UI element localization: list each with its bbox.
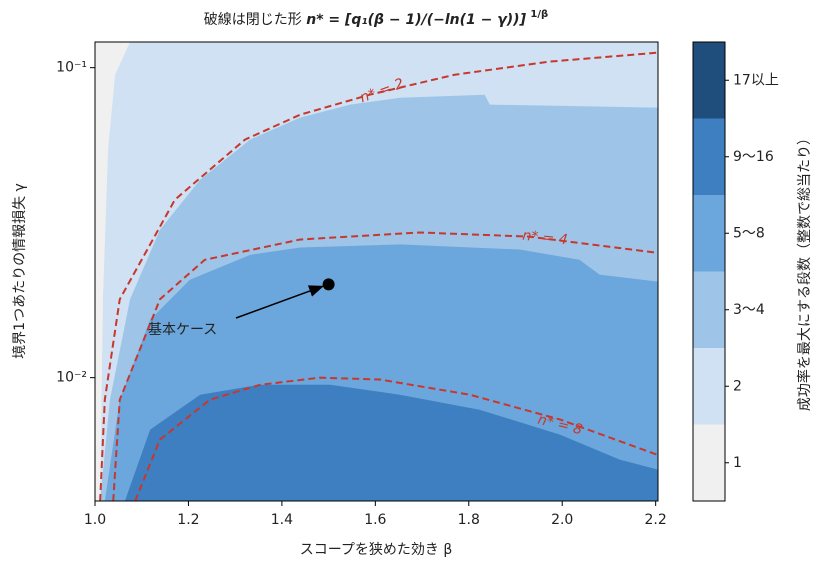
colorbar-segment xyxy=(693,195,725,272)
annotation-text: 基本ケース xyxy=(148,321,217,338)
y-tick-label: 10⁻¹ xyxy=(56,60,87,76)
colorbar-tick-label: 5〜8 xyxy=(733,225,765,241)
colorbar-label: 成功率を最大にする段数（整数で総当たり） xyxy=(796,131,813,411)
class-region xyxy=(124,384,658,501)
colorbar-tick-label: 2 xyxy=(733,378,742,394)
colorbar-segment xyxy=(693,424,725,501)
contour-line xyxy=(112,231,657,501)
colorbar-tick-label: 1 xyxy=(733,455,742,471)
y-axis-label: 境界1つあたりの情報損失 γ xyxy=(12,183,28,359)
chart-title: 破線は閉じた形 n* = [q₁(β − 1)/(−ln(1 − γ))] 1/… xyxy=(204,9,548,28)
contour-line xyxy=(134,376,657,501)
x-tick-label: 1.2 xyxy=(177,512,199,528)
title-exponent: 1/β xyxy=(530,9,548,20)
base-case-point xyxy=(322,278,335,291)
y-tick-label: 10⁻² xyxy=(56,370,87,386)
x-tick-label: 1.8 xyxy=(458,512,480,528)
x-tick-label: 1.4 xyxy=(271,512,293,528)
x-tick-label: 2.2 xyxy=(645,512,667,528)
contour-label: n* = 4 xyxy=(522,228,569,249)
title-formula: n* = [q₁(β − 1)/(−ln(1 − γ))] xyxy=(306,12,526,28)
colorbar-segment xyxy=(693,271,725,348)
colorbar-tick-label: 9〜16 xyxy=(733,149,774,165)
colorbar-frame xyxy=(692,41,726,502)
title-text: 破線は閉じた形 xyxy=(204,12,302,28)
colorbar-segment xyxy=(693,348,725,425)
colorbar-segment xyxy=(693,42,725,119)
x-tick-label: 1.0 xyxy=(84,512,106,528)
x-tick-label: 2.0 xyxy=(551,512,573,528)
x-axis-label: スコープを狭めた効き β xyxy=(300,542,453,558)
annotation-arrow xyxy=(235,285,325,319)
x-tick-label: 1.6 xyxy=(364,512,386,528)
plot-area: n* = 2n* = 4n* = 8 xyxy=(95,42,658,501)
colorbar-segment xyxy=(693,118,725,195)
colorbar-tick-label: 3〜4 xyxy=(733,302,765,318)
plot-frame xyxy=(94,41,659,502)
colorbar-tick-label: 17以上 xyxy=(733,72,779,88)
contour-line xyxy=(99,51,657,501)
